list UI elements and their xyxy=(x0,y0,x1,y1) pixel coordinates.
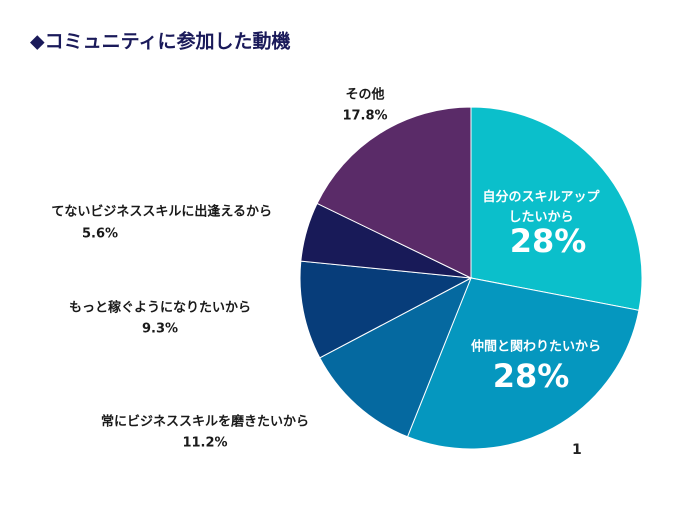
slice-label: てないビジネススキルに出逢えるから xyxy=(51,204,272,220)
slice-label: 仲間と関わりたいから xyxy=(471,339,601,355)
chart-title: ◆コミュニティに参加した動機 xyxy=(30,30,290,53)
value-label: 5.6% xyxy=(82,227,118,242)
pie-slice xyxy=(319,276,472,438)
value-label: 17.8% xyxy=(342,109,387,124)
pie-slice xyxy=(470,106,643,311)
pie-slice xyxy=(299,260,473,359)
value-label: 11.2% xyxy=(182,436,227,451)
value-label: 28% xyxy=(510,222,587,260)
slice-label: もっと稼ぐようになりたいから xyxy=(69,300,251,316)
footnote: 1 xyxy=(572,442,582,458)
value-label: 9.3% xyxy=(142,322,178,337)
pie-slice xyxy=(316,106,472,279)
value-label: 28% xyxy=(493,357,570,395)
slice-label: 常にビジネススキルを磨きたいから xyxy=(101,414,309,430)
slice-label: その他 xyxy=(345,87,384,103)
slice-label: 自分のスキルアップしたいから xyxy=(482,189,600,225)
pie-slice xyxy=(406,277,640,450)
